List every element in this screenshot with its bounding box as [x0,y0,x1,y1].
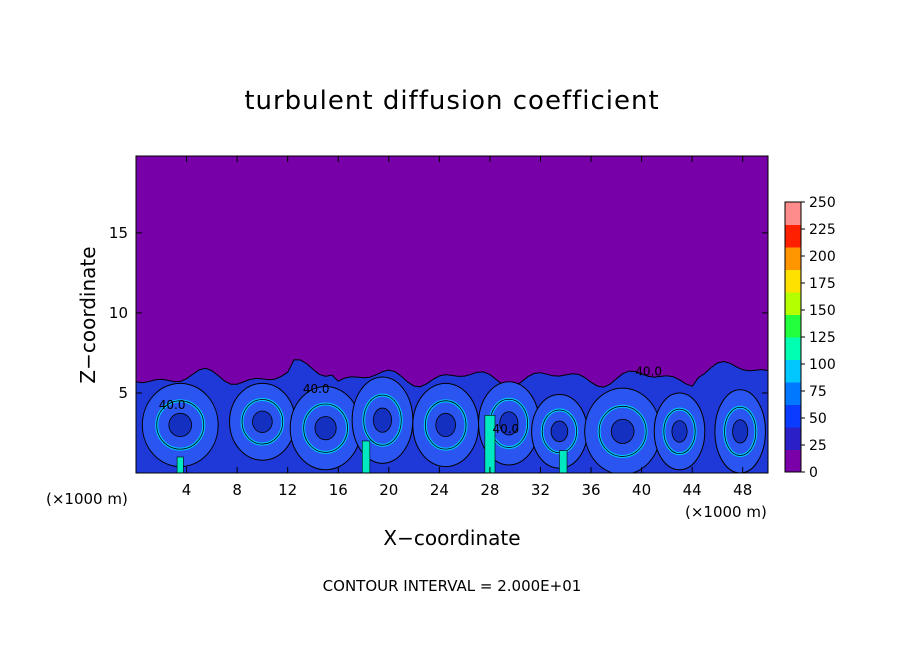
plume [559,450,568,473]
x-axis-unit-left: (×1000 m) [46,490,128,508]
contour-label: 40.0 [303,382,330,396]
colorbar-tick-label: 175 [809,276,836,292]
boundary-layer: 40.0 40.0 40.0 40.0 [136,359,768,473]
eddy-contour [663,408,696,455]
y-axis: 5 10 15 [109,224,768,402]
colorbar-segment [785,224,801,248]
eddy-contour [598,405,647,457]
eddy-core [610,418,635,444]
contour-interval-note: CONTOUR INTERVAL = 2.000E+01 [322,577,582,595]
colorbar-segment [785,314,801,338]
colorbar-tick-label: 75 [809,384,827,400]
x-tick-label: 32 [531,481,550,499]
x-axis-unit-right: (×1000 m) [685,503,767,521]
colorbar: 0 25 50 75 100 125 150 175 200 225 250 [784,195,836,481]
contour-label: 40.0 [492,422,519,436]
colorbar-tick-label: 50 [809,411,827,427]
eddy-core [252,410,273,433]
x-tick-label: 16 [329,481,348,499]
colorbar-segment [785,292,801,315]
plume [484,415,496,473]
y-tick-label: 15 [109,224,128,242]
eddy-core [499,411,519,436]
colorbar-tick-label: 250 [809,195,836,211]
eddy-core [550,420,569,443]
x-tick-label: 4 [182,481,192,499]
eddy-contour [303,403,348,453]
x-tick-label: 36 [581,481,600,499]
eddy-contour [156,400,205,450]
colorbar-tick-label: 225 [809,222,836,238]
colorbar-tick-label: 0 [809,465,818,481]
x-tick-label: 48 [733,481,752,499]
x-axis-label: X−coordinate [383,526,521,550]
colorbar-segment [785,202,801,225]
colorbar-tick-label: 125 [809,330,836,346]
colorbar-tick-label: 150 [809,303,836,319]
x-tick-label: 8 [232,481,242,499]
eddy-core [671,420,688,443]
colorbar-segment [785,269,801,293]
y-tick-label: 5 [118,384,128,402]
eddy-core [372,407,392,433]
x-tick-label: 44 [683,481,702,499]
colorbar-segment [785,382,801,405]
y-tick-label: 10 [109,304,128,322]
eddy-contour [424,400,467,450]
chart-title: turbulent diffusion coefficient [244,86,660,116]
colorbar-segment [785,337,801,360]
colorbar-segment [785,359,801,383]
colorbar-segment [785,449,801,473]
x-tick-label: 24 [430,481,449,499]
eddy-core [732,419,749,444]
colorbar-segment [785,404,801,428]
plume [176,456,184,473]
plot-area: 40.0 40.0 40.0 40.0 [135,155,769,474]
eddy-core [168,412,193,438]
contour-label: 40.0 [635,364,662,378]
eddy-contour [724,406,757,456]
plot-frame [135,155,769,474]
colorbar-tick-label: 200 [809,249,836,265]
plume [361,440,371,473]
colorbar-segment [785,247,801,270]
colorbar-tick-label: 100 [809,357,836,373]
eddy-core [314,416,337,441]
contour-label: 40.0 [159,398,186,412]
x-tick-label: 20 [379,481,398,499]
x-tick-label: 12 [278,481,297,499]
colorbar-tick-label: 25 [809,438,827,454]
colorbar-segment [785,427,801,450]
eddy-contour [363,394,402,446]
eddy-contour [241,399,284,445]
x-tick-label: 28 [480,481,499,499]
x-tick-label: 40 [632,481,651,499]
x-axis: 4 8 12 16 20 24 28 32 36 40 44 48 [182,156,752,499]
eddy-core [435,412,456,438]
